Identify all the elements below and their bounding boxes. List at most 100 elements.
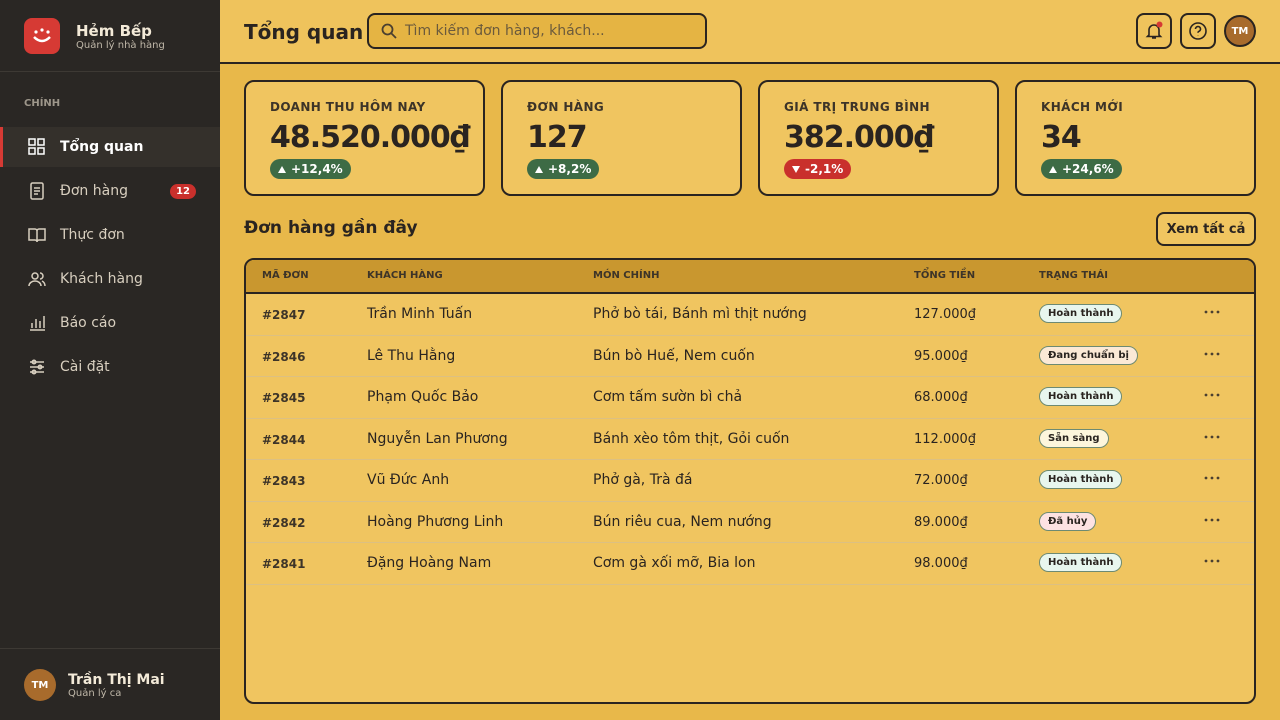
row-menu[interactable] [1204, 425, 1220, 444]
nav-icon [27, 313, 47, 333]
trend-arrow [792, 165, 800, 173]
icon-shape [1204, 476, 1208, 480]
nav-item[interactable]: Tổng quan [0, 127, 220, 167]
icon-shape [28, 138, 36, 146]
cell-items: Bún riêu cua, Nem nướng [593, 513, 772, 530]
status-pill: Đang chuẩn bị [1039, 345, 1138, 365]
nav-icon [27, 225, 47, 245]
trend-arrow [535, 165, 543, 173]
icon-shape [278, 165, 286, 173]
order-row[interactable]: #2842 Hoàng Phương Linh Bún riêu cua, Nem … [246, 502, 1254, 543]
row-menu[interactable] [1204, 300, 1220, 319]
nav-item[interactable]: Đơn hàng 12 [0, 171, 220, 211]
icon [30, 316, 45, 331]
order-row[interactable]: #2841 Đặng Hoàng Nam Cơm gà xối mỡ, Bia lo… [246, 543, 1254, 585]
cell-total: 98.000₫ [914, 556, 968, 571]
divider [0, 648, 220, 649]
cell-customer: Lê Thu Hằng [367, 347, 456, 364]
stat-change: +8,2% [527, 159, 600, 179]
notification-button[interactable] [1136, 13, 1172, 49]
view-all-button[interactable]: Xem tất cả [1156, 212, 1256, 246]
change-text: +24,6% [1062, 162, 1114, 176]
icon-shape [1216, 518, 1220, 521]
nav-label: Tổng quan [60, 139, 144, 155]
icon [28, 228, 46, 243]
logo [24, 18, 60, 54]
cell-customer: Trần Minh Tuấn [367, 306, 473, 322]
icon-shape [37, 147, 45, 155]
user-text: Trần Thị Mai Quản lý ca [68, 672, 165, 699]
icon-shape [37, 364, 43, 370]
cell-items: Phở bò tái, Bánh mì thịt nướng [593, 306, 807, 322]
order-row[interactable]: #2845 Phạm Quốc Bảo Cơm tấm sườn bì chả 68.… [246, 377, 1254, 419]
page-title: Tổng quan [244, 20, 364, 44]
nav-item[interactable]: Báo cáo [0, 303, 220, 343]
icon-shape [1210, 476, 1214, 480]
order-row[interactable]: #2843 Vũ Đức Anh Phở gà, Trà đá 72.000₫ Hoàn… [246, 460, 1254, 502]
stat-value: 382.000₫ [784, 120, 935, 155]
cell-total: 112.000₫ [914, 431, 977, 447]
status-pill: Hoàn thành [1039, 304, 1123, 323]
header-avatar[interactable]: TM [1224, 15, 1256, 47]
icon [535, 165, 543, 173]
nav-badge: 12 [170, 183, 196, 199]
brand-name: Hẻm Bếp [76, 21, 152, 40]
cell-items: Cơm tấm sườn bì chả [593, 389, 743, 405]
stat-value: 34 [1041, 120, 1082, 155]
icon [278, 165, 286, 173]
order-row[interactable]: #2846 Lê Thu Hằng Bún bò Huế, Nem cuốn 95.0… [246, 336, 1254, 377]
row-menu[interactable] [1204, 508, 1220, 527]
icon-shape [1216, 476, 1220, 480]
icon-shape [1210, 435, 1214, 438]
icon-shape [1216, 393, 1220, 397]
icon [1204, 435, 1220, 438]
nav-label: Thực đơn [60, 227, 125, 243]
help-button[interactable] [1180, 13, 1216, 49]
sidebar: Hẻm Bếp Quản lý nhà hàng CHÍNH Tổng quan Đ… [0, 0, 220, 720]
stat-label: GIÁ TRỊ TRUNG BÌNH [784, 100, 930, 114]
question [1194, 25, 1202, 36]
nav-item[interactable]: Thực đơn [0, 215, 220, 255]
stat-label: ĐƠN HÀNG [527, 100, 605, 114]
stat-card: GIÁ TRỊ TRUNG BÌNH 382.000₫ -2,1% [758, 80, 999, 196]
cell-id: #2846 [262, 349, 306, 364]
row-menu[interactable] [1204, 466, 1220, 485]
row-menu[interactable] [1204, 549, 1220, 568]
search-box[interactable]: Tìm kiếm đơn hàng, khách... [367, 13, 707, 49]
stat-change: +12,4% [270, 159, 351, 179]
nav-item[interactable]: Khách hàng [0, 259, 220, 299]
smile [33, 36, 51, 43]
column-header: MÓN CHÍNH [593, 270, 660, 281]
nav-label: Cài đặt [60, 359, 110, 375]
nav-item[interactable]: Cài đặt [0, 347, 220, 387]
icon-shape [34, 187, 40, 195]
search-icon [381, 23, 397, 39]
nav-icon [27, 357, 47, 377]
dot [40, 28, 44, 32]
cell-id: #2843 [262, 474, 306, 488]
stat-value: 127 [527, 120, 588, 155]
column-header: KHÁCH HÀNG [367, 270, 443, 281]
icon [1049, 165, 1057, 173]
nav-icon [27, 137, 47, 157]
icon [792, 165, 800, 173]
icon [1204, 393, 1220, 397]
trend-arrow [278, 165, 286, 173]
order-row[interactable]: #2844 Nguyễn Lan Phương Bánh xèo tôm thịt,… [246, 419, 1254, 460]
cell-items: Bún bò Huế, Nem cuốn [593, 347, 755, 364]
icon-shape [1210, 393, 1214, 397]
row-menu[interactable] [1204, 342, 1220, 361]
icon-shape [1204, 393, 1208, 397]
stat-label: DOANH THU HÔM NAY [270, 100, 426, 114]
user-name: Trần Thị Mai [68, 671, 165, 688]
icon [28, 138, 45, 155]
icon-shape [1210, 559, 1214, 563]
icon-shape [31, 272, 39, 280]
circle [381, 23, 394, 36]
orders-table: MÃ ĐƠN KHÁCH HÀNG MÓN CHÍNH TỔNG TIỀN TRẠNG … [244, 258, 1256, 704]
stat-card: KHÁCH MỚI 34 +24,6% [1015, 80, 1256, 196]
order-row[interactable]: #2847 Trần Minh Tuấn Phở bò tái, Bánh mì t… [246, 294, 1254, 336]
icon-shape [1210, 352, 1214, 355]
divider [0, 71, 220, 72]
row-menu[interactable] [1204, 383, 1220, 402]
